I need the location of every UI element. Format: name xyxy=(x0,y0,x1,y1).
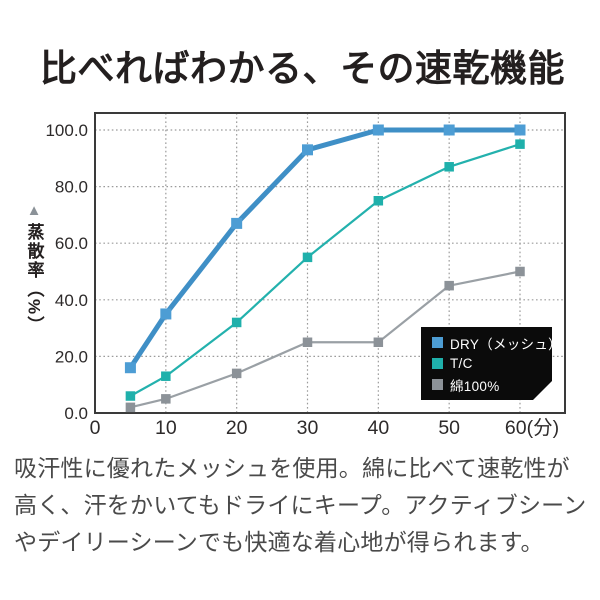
legend-swatch-icon xyxy=(432,358,443,369)
data-point-marker xyxy=(515,266,525,277)
data-point-marker xyxy=(444,162,454,172)
evaporation-rate-chart: 0.0 20.0 40.0 60.0 80.0 100.0 0 10 20 30 40 50 60(分)… xyxy=(0,100,600,445)
data-point-marker xyxy=(125,391,136,401)
x-tick-label: 20 xyxy=(226,417,248,439)
data-point-marker xyxy=(373,337,384,347)
data-point-marker xyxy=(443,124,455,136)
data-point-marker xyxy=(514,124,526,136)
data-point-marker xyxy=(515,139,525,149)
data-point-marker xyxy=(161,394,171,404)
y-tick-label: 40.0 xyxy=(55,291,88,310)
y-tick-label: 0.0 xyxy=(64,404,88,423)
page-title: 比べればわかる、その速乾機能 xyxy=(40,48,565,89)
x-tick-label: 30 xyxy=(297,417,319,439)
data-point-marker xyxy=(302,144,313,156)
chart-legend: DRY（メッシュ） T/C 綿100% xyxy=(421,327,552,400)
data-point-marker xyxy=(231,217,243,229)
legend-item-label: 綿100% xyxy=(450,378,500,394)
legend-item-label: DRY（メッシュ） xyxy=(450,336,562,352)
up-triangle-icon: ▲ xyxy=(26,202,42,219)
y-tick-label: 20.0 xyxy=(55,347,88,366)
x-tick-label: 10 xyxy=(155,417,177,439)
data-point-marker xyxy=(444,280,454,291)
legend-item: 綿100% xyxy=(421,374,552,395)
legend-swatch-icon xyxy=(432,337,443,348)
y-tick-label: 80.0 xyxy=(55,178,88,197)
y-tick-label: 100.0 xyxy=(45,121,88,140)
data-point-marker xyxy=(373,196,384,206)
data-point-marker xyxy=(231,368,242,379)
legend-item: DRY（メッシュ） xyxy=(421,332,552,353)
x-tick-label: 0 xyxy=(90,417,101,439)
plot-border xyxy=(94,112,566,414)
legend-swatch-icon xyxy=(432,379,443,390)
data-point-marker xyxy=(124,362,136,374)
data-point-marker xyxy=(302,252,313,263)
data-point-marker xyxy=(125,402,136,413)
caption-text: 吸汗性に優れたメッシュを使用。綿に比べて速乾性が高く、汗をかいてもドライにキープ… xyxy=(14,455,587,555)
x-tick-label: 60(分) xyxy=(505,417,559,439)
legend-item-label: T/C xyxy=(450,356,473,371)
chart-plot-area: 0.0 20.0 40.0 60.0 80.0 100.0 0 10 20 30 40 50 60(分) xyxy=(45,112,566,439)
data-point-marker xyxy=(231,317,242,328)
data-point-marker xyxy=(302,337,313,347)
x-tick-label: 40 xyxy=(367,417,389,439)
data-point-marker xyxy=(161,371,171,381)
x-tick-label: 50 xyxy=(438,417,460,439)
y-tick-label: 60.0 xyxy=(55,234,88,253)
y-axis-title: ▲ 蒸散率（%） xyxy=(20,203,48,335)
legend-item: T/C xyxy=(421,353,552,374)
y-axis-label: 蒸散率（%） xyxy=(24,223,44,336)
data-point-marker xyxy=(372,124,384,136)
data-point-marker xyxy=(160,308,172,320)
